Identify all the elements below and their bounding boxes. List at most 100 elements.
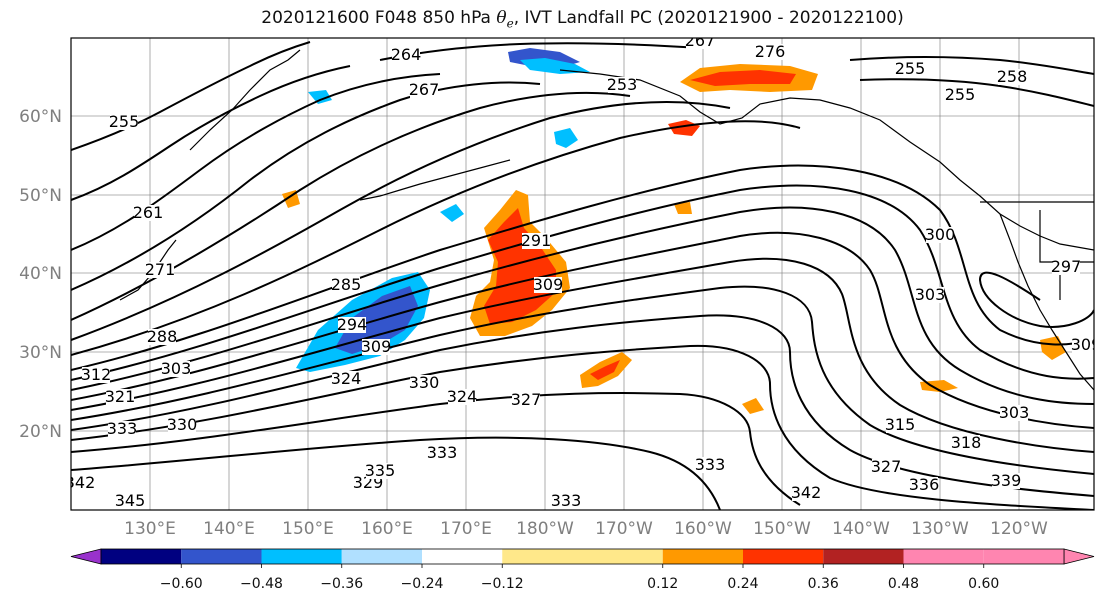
map-frame [70,37,1095,511]
contour-label-bg [512,392,540,408]
contour-label: 324 [331,369,362,388]
contour-label: 261 [133,203,164,222]
contour-line [71,344,1094,510]
colorbar-segment [903,549,984,564]
kamchatka-coast [189,49,301,151]
colorbar-segment [181,549,262,564]
contour-label: 333 [695,455,726,474]
contour-label: 339 [991,471,1022,490]
contour-line [71,120,801,356]
contour-label-bg [332,277,360,293]
colorbar-segment [261,549,342,564]
latitude-label: 60°N [19,107,62,127]
contour-line [71,436,721,510]
contour-label-bg [332,371,360,387]
contour-label: 327 [871,457,902,476]
contour-label: 253 [607,75,638,94]
contour-label: 297 [1051,257,1082,276]
title-prefix: 2020121600 F048 850 hPa [261,8,497,28]
contour-label-bg [608,77,636,93]
contour-label-bg [168,417,196,433]
contour-line [71,164,1094,371]
contour-label: 330 [409,373,440,392]
colorbar-tick-label: 0.48 [888,576,919,592]
contour-label-bg [410,375,438,391]
contour-label-bg [992,473,1020,489]
contour-label: 312 [81,365,112,384]
colorbar-extend-max [1063,548,1095,565]
strong-positive-region [484,208,556,324]
contour-line [71,101,731,341]
colorbar-segment [341,549,422,564]
contour-label: 294 [337,315,368,334]
longitude-label: 170°E [440,519,492,539]
positive-region-small [674,202,692,214]
contour-label: 271 [145,260,176,279]
contour-label: 324 [447,387,478,406]
contour-label-bg [71,475,94,491]
positive-region-east [920,380,958,392]
longitude-label: 130°W [911,519,969,539]
contour-label: 330 [167,415,198,434]
contour-label-bg [134,205,162,221]
contour-label-bg [686,38,714,49]
contour-label-bg [1052,259,1080,275]
contour-label: 303 [999,403,1030,422]
contour-label-bg [886,417,914,433]
contour-label: 255 [109,112,140,131]
map-panel [71,38,1094,510]
contour-line [71,65,351,201]
contour-label-bg [952,435,980,451]
contour-label: 309 [533,275,564,294]
contour-label: 309 [1071,335,1102,354]
longitude-label: 150°W [753,519,811,539]
contour-label-bg [108,421,136,437]
colorbar-tick-label: 0.12 [647,576,678,592]
colorbar-segment [983,549,1064,564]
north-america-coast [999,213,1094,391]
contour-label-bg [916,287,944,303]
colorbar-segment [502,549,663,564]
contour-label: 303 [161,359,192,378]
contour-label: 288 [147,327,178,346]
contour-label: 285 [331,275,362,294]
contour-label: 342 [791,483,822,502]
strong-positive-gulf [690,70,796,86]
contour-label-bg [756,44,784,60]
contour-label-bg [366,463,394,479]
contour-label-bg [522,233,550,249]
longitude-label: 120°W [990,519,1048,539]
longitude-label: 160°E [361,519,413,539]
contour-label-bg [534,277,562,293]
contour-label: 300 [925,225,956,244]
contour-line [71,81,541,291]
negative-region-alaska [554,128,578,148]
latitude-label: 30°N [19,343,62,363]
contour-line [71,41,311,151]
latitude-label: 40°N [19,264,62,284]
latitude-labels: 60°N 50°N 40°N 30°N 20°N [19,107,62,442]
contour-label-bg [146,262,174,278]
contour-label: 333 [107,419,138,438]
contour-label-bg [162,361,190,377]
contour-line [71,91,631,321]
contour-line [978,271,1094,328]
contour-label-bg [872,459,900,475]
contour-line [71,392,801,506]
colorbar-tick-label: 0.36 [808,576,839,592]
latitude-label: 20°N [19,422,62,442]
contour-label: 345 [115,491,146,510]
contour-label-bg [392,47,420,63]
colorbar-tick-label: −0.36 [320,576,363,592]
negative-region-north-light [520,58,590,74]
contour-label: 291 [521,231,552,250]
contour-label-bg [448,389,476,405]
theta-subscript: e [506,16,514,31]
contour-label: 303 [915,285,946,304]
gridlines [71,38,1094,510]
contour-label: 258 [997,67,1028,86]
contour-label-bg [338,317,366,333]
contour-line [71,184,1094,381]
contour-label-bg [116,493,144,509]
contour-label: 276 [755,42,786,61]
